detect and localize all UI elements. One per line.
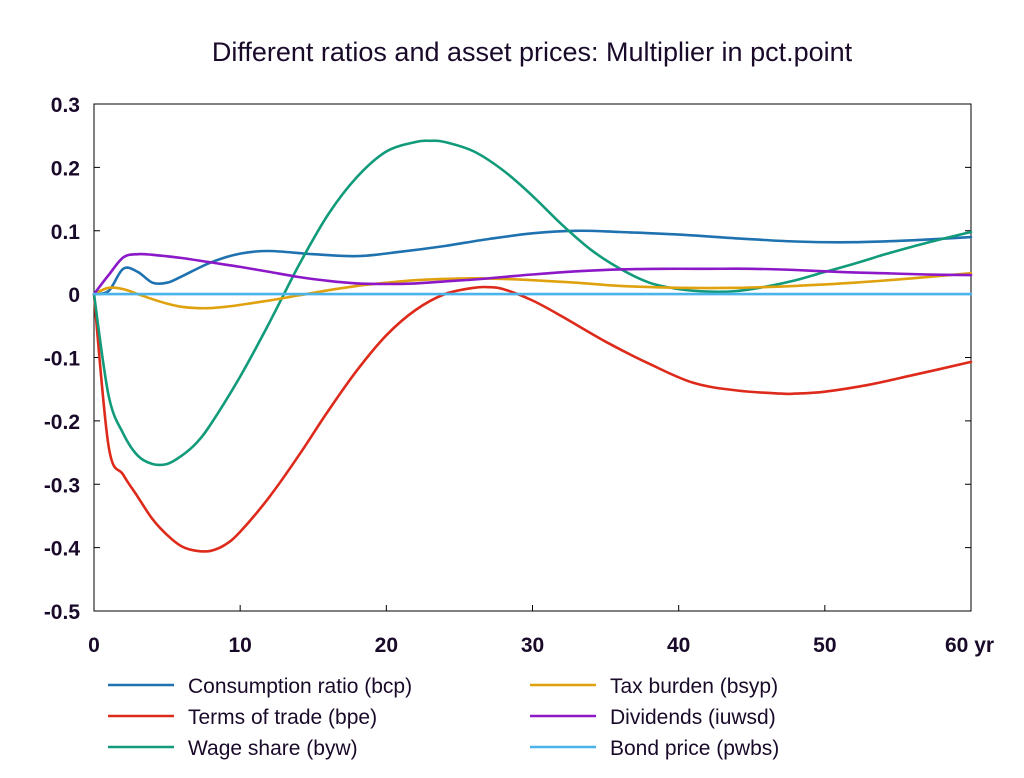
series-line-dividends-iuwsd xyxy=(92,252,973,296)
y-tick-label: -0.4 xyxy=(44,538,81,561)
x-tick-label: 60 yr xyxy=(945,634,994,657)
series-layer xyxy=(92,139,973,553)
legend-label: Terms of trade (bpe) xyxy=(188,706,377,729)
x-tick-labels: 0 10 20 30 40 50 60 yr xyxy=(88,634,994,657)
legend-item-tax-burden-bsyp: Tax burden (bsyp) xyxy=(530,675,778,698)
series-line-terms-of-trade-bpe xyxy=(92,285,973,553)
legend-item-dividends-iuwsd: Dividends (iuwsd) xyxy=(530,706,776,729)
y-tick-label: 0.3 xyxy=(51,94,80,117)
legend-item-terms-of-trade-bpe: Terms of trade (bpe) xyxy=(108,706,377,729)
y-tick-label: 0.1 xyxy=(51,221,81,244)
legend-label: Bond price (pwbs) xyxy=(610,737,779,760)
legend-label: Wage share (byw) xyxy=(188,737,358,760)
y-tick-label: -0.3 xyxy=(44,474,80,497)
legend: Consumption ratio (bcp) Terms of trade (b… xyxy=(108,675,779,760)
legend-label: Dividends (iuwsd) xyxy=(610,706,776,729)
x-tick-label: 40 xyxy=(667,634,690,657)
legend-item-consumption-ratio-bcp: Consumption ratio (bcp) xyxy=(108,675,412,698)
y-tick-label: -0.1 xyxy=(44,348,81,371)
series-line-wage-share-byw xyxy=(92,139,973,467)
chart-title: Different ratios and asset prices: Multi… xyxy=(212,37,853,67)
legend-item-wage-share-byw: Wage share (byw) xyxy=(108,737,358,760)
x-tick-label: 20 xyxy=(375,634,398,657)
x-tick-label: 10 xyxy=(228,634,251,657)
series-line-consumption-ratio-bcp xyxy=(92,229,973,296)
y-tick-label: -0.5 xyxy=(44,601,81,624)
x-tick-label: 50 xyxy=(813,634,836,657)
legend-label: Tax burden (bsyp) xyxy=(610,675,778,698)
ticks-layer xyxy=(93,103,972,612)
x-tick-label: 30 xyxy=(521,634,544,657)
legend-item-bond-price-pwbs: Bond price (pwbs) xyxy=(530,737,779,760)
y-tick-label: 0.2 xyxy=(51,157,80,180)
y-tick-labels: 0.3 0.2 0.1 0 -0.1 -0.2 -0.3 -0.4 -0.5 xyxy=(44,94,81,624)
series-line-tax-burden-bsyp xyxy=(92,271,973,310)
y-tick-label: 0 xyxy=(68,284,80,307)
plot-frame xyxy=(93,103,972,612)
legend-label: Consumption ratio (bcp) xyxy=(188,675,412,698)
y-tick-label: -0.2 xyxy=(44,411,80,434)
x-tick-label: 0 xyxy=(88,634,100,657)
